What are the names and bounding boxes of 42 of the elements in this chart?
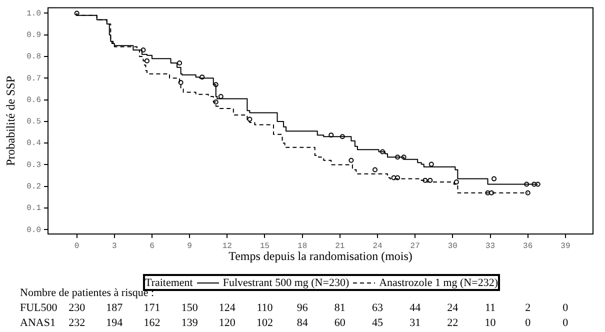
x-axis-title: Temps depuis la randomisation (mois)	[228, 248, 412, 263]
y-tick-label: 0.2	[26, 182, 42, 192]
y-tick-label: 0.4	[26, 139, 42, 148]
y-tick-label: 0.0	[26, 226, 42, 235]
y-tick-label: 0.9	[26, 30, 42, 40]
point	[525, 190, 530, 196]
point	[428, 162, 434, 167]
x-tick-label: 3	[112, 242, 117, 251]
text: ANAS1 232 194 162 139 120 102 84 60 45 31 22 10 0 0	[20, 317, 568, 329]
point	[492, 176, 497, 182]
x-tick-label: 0	[74, 242, 80, 251]
point	[372, 167, 378, 172]
legend-label: Anastrozole 1 mg (N=232)	[379, 276, 498, 288]
text: Nombre de patientes à risque :	[20, 287, 154, 300]
x-tick-label: 18	[298, 242, 308, 251]
x-tick-label: 12	[222, 242, 232, 251]
point	[247, 116, 252, 122]
y-tick-label: 0.5	[26, 118, 42, 127]
x-tick-label: 39	[560, 242, 570, 251]
point	[348, 158, 354, 163]
y-tick-label: 0.3	[26, 160, 42, 170]
y-tick-label: 0.6	[26, 96, 42, 105]
point	[454, 180, 459, 185]
x-tick-label: 27	[410, 242, 420, 251]
legend-title: Traitement	[145, 276, 193, 288]
x-tick-label: 9	[187, 242, 192, 251]
x-tick-label: 6	[150, 242, 155, 251]
y-tick-label: 0.1	[26, 204, 42, 214]
x-tick-label: 33	[485, 242, 496, 251]
y-tick-label: 0.7	[26, 74, 42, 84]
point	[177, 60, 182, 66]
x-tick-label: 21	[335, 242, 345, 251]
y-tick-label: 1.0	[26, 9, 42, 18]
x-tick-label: 24	[372, 242, 382, 251]
legend-label: Fulvestrant 500 mg (N=230)	[222, 276, 350, 288]
point	[144, 58, 150, 64]
x-tick-label: 15	[260, 242, 270, 251]
x-tick-label: 36	[523, 242, 533, 251]
y-axis-title: Probabilité de SSP	[3, 76, 18, 166]
text: FUL500 230 187 171 150 124 110 96 81 63 44 24 11 2 0	[20, 302, 568, 314]
x-tick-label: 30	[448, 242, 458, 251]
y-tick-label: 0.8	[26, 52, 42, 62]
